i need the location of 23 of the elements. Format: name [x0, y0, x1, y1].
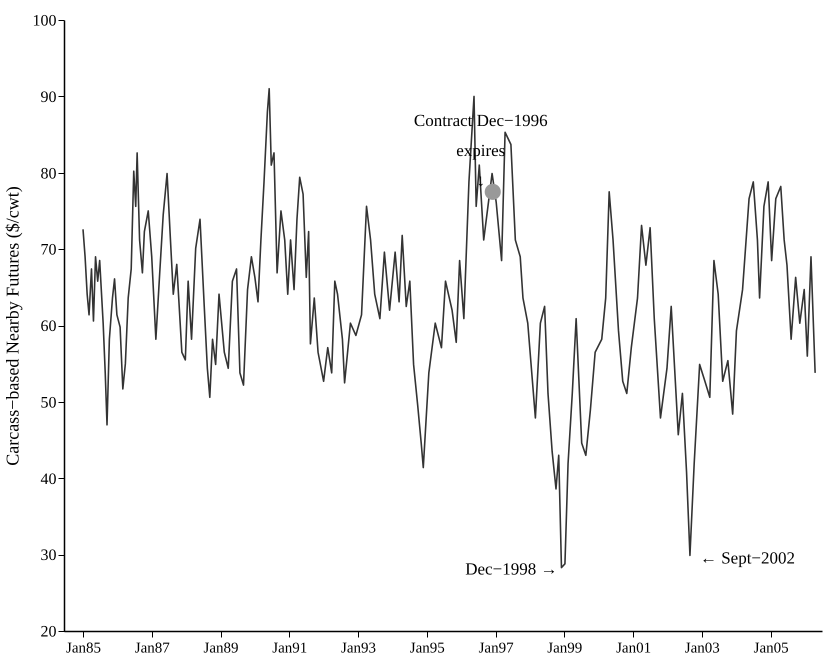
y-axis-title: Carcass−based Nearby Futures ($/cwt)	[2, 186, 22, 466]
x-tick-label: Jan05	[754, 640, 789, 656]
annotation: ← Sept−2002	[700, 548, 796, 568]
y-tick-label: 30	[40, 547, 56, 564]
x-tick-label: Jan97	[478, 640, 514, 656]
x-tick-label: Jan87	[134, 640, 170, 656]
x-tick-label: Jan93	[341, 640, 376, 656]
y-tick-label: 100	[32, 12, 56, 30]
y-tick-label: 40	[40, 470, 56, 488]
x-tick-label: Jan99	[547, 640, 582, 656]
x-tick-label: Jan91	[272, 640, 308, 656]
y-tick-label: 90	[40, 88, 56, 106]
x-tick-label: Jan01	[616, 640, 652, 656]
y-tick-label: 50	[40, 394, 56, 412]
y-tick-label: 70	[40, 242, 56, 259]
y-tick-label: 80	[40, 165, 56, 182]
y-tick-label: 60	[40, 318, 56, 335]
x-tick-label: Jan85	[66, 640, 102, 656]
x-tick-label: Jan03	[684, 640, 720, 656]
annotation: Dec−1998 →	[465, 560, 558, 579]
x-tick-label: Jan89	[204, 640, 239, 656]
y-tick-label: 20	[40, 624, 56, 640]
x-tick-label: Jan95	[410, 640, 445, 656]
